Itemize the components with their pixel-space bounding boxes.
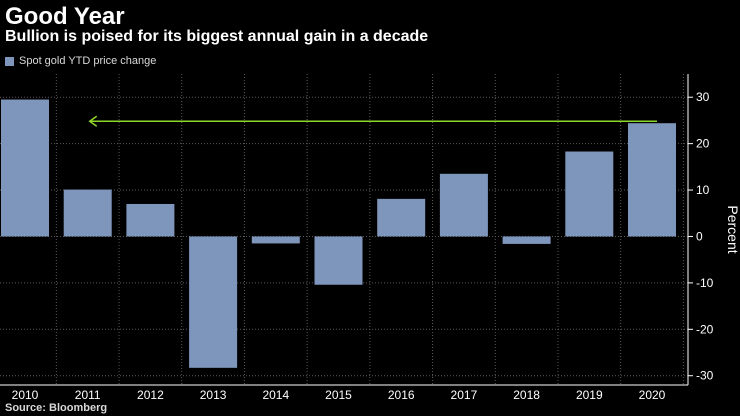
chart-title: Good Year: [5, 3, 125, 30]
legend: Spot gold YTD price change: [5, 55, 156, 67]
bar-2013: [189, 236, 238, 368]
x-tick-label: 2011: [75, 388, 101, 402]
x-tick-label: 2010: [12, 388, 39, 402]
y-tick-label: 30: [696, 90, 710, 104]
bar-2012: [126, 203, 175, 237]
y-tick-label: 0: [696, 229, 703, 243]
y-tick-label: 10: [696, 183, 710, 197]
bar-2018: [502, 236, 551, 244]
y-tick-label: 20: [696, 137, 710, 151]
bar-2019: [565, 151, 614, 237]
legend-label: Spot gold YTD price change: [19, 55, 157, 67]
x-tick-label: 2019: [576, 388, 603, 402]
y-axis-title: Percent: [725, 205, 740, 253]
x-tick-label: 2017: [451, 388, 478, 402]
bar-2011: [63, 189, 112, 237]
annotation-arrow-head: [88, 115, 98, 127]
y-tick-label: -20: [696, 322, 714, 336]
bar-2014: [251, 236, 300, 244]
bar-2015: [314, 236, 363, 285]
bar-2010: [1, 99, 49, 237]
x-tick-label: 2020: [639, 388, 666, 402]
x-tick-label: 2018: [513, 388, 540, 402]
source-note: Source: Bloomberg: [5, 402, 108, 414]
x-tick-label: 2015: [325, 388, 352, 402]
bar-2016: [377, 198, 426, 237]
x-tick-label: 2014: [262, 388, 289, 402]
legend-swatch: [5, 56, 14, 66]
bar-2020: [628, 123, 676, 237]
chart-subtitle: Bullion is poised for its biggest annual…: [5, 28, 429, 45]
x-tick-label: 2013: [200, 388, 227, 402]
y-tick-label: -30: [696, 369, 714, 383]
bar-2017: [439, 173, 488, 237]
x-tick-label: 2016: [388, 388, 415, 402]
x-tick-label: 2012: [137, 388, 164, 402]
y-tick-label: -10: [696, 276, 714, 290]
